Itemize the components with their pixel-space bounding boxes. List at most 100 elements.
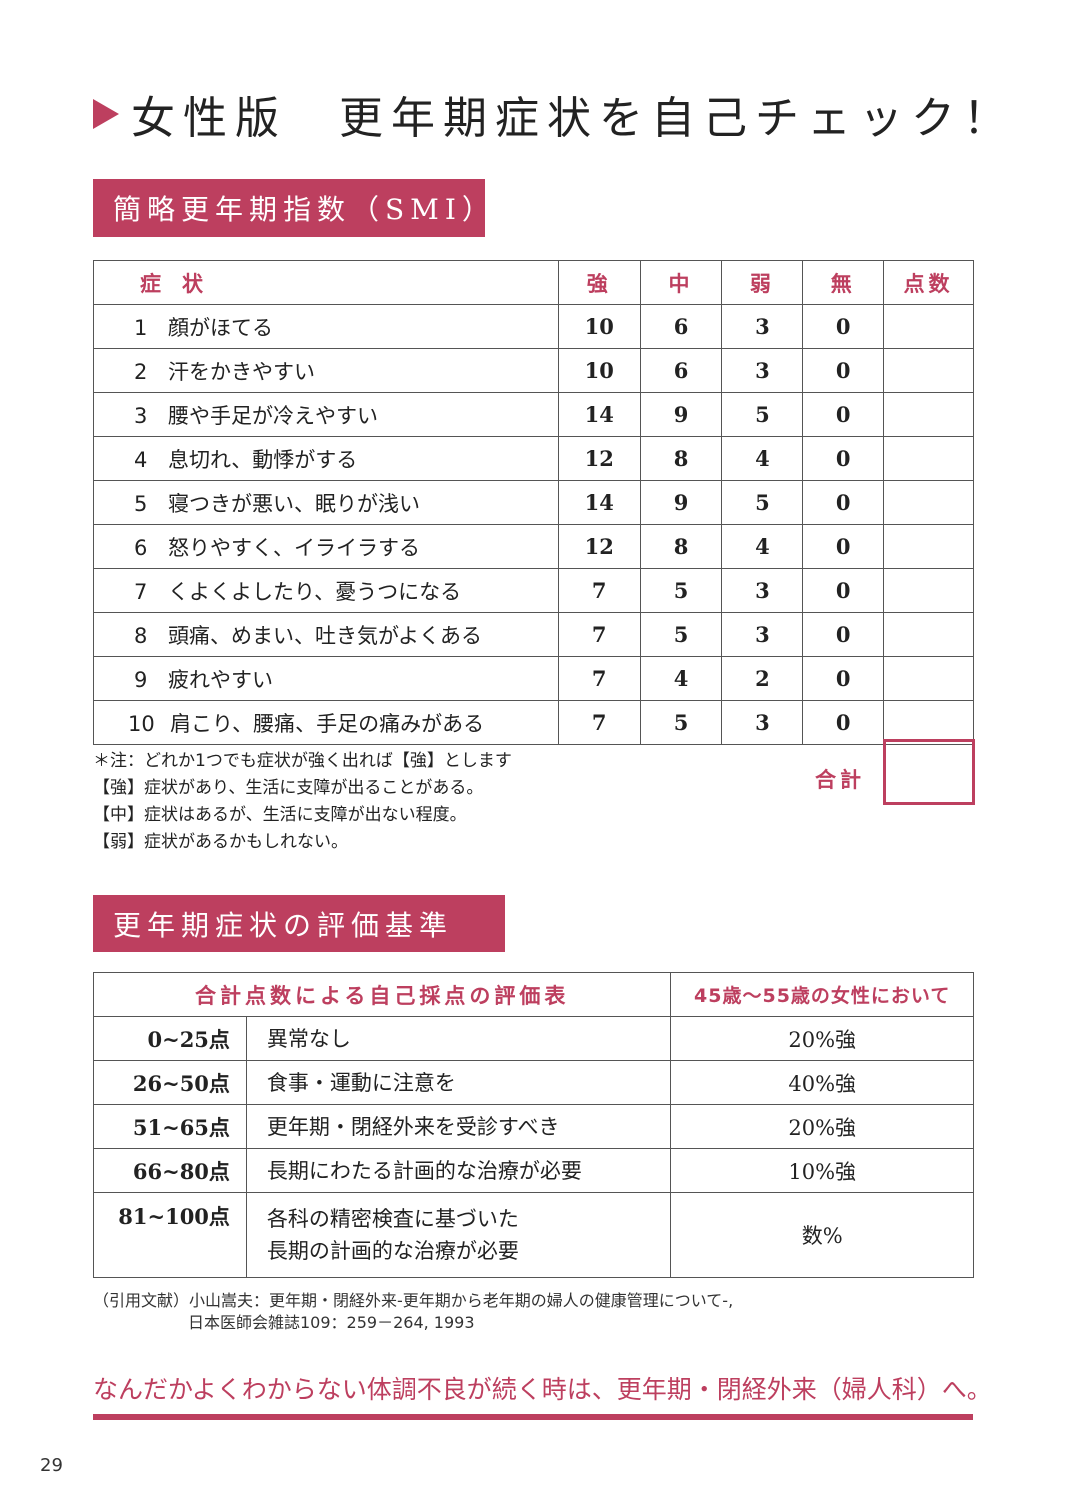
score-input-cell[interactable] bbox=[883, 480, 974, 525]
header-strong: 強 bbox=[557, 260, 641, 305]
score-strong: 12 bbox=[557, 524, 641, 569]
symptom-row: 6 怒りやすく、イライラする 12 8 4 0 bbox=[93, 524, 974, 569]
symptom-number: 8 bbox=[134, 623, 148, 648]
symptom: 6 怒りやすく、イライラする bbox=[93, 524, 559, 569]
smi-table: 症 状 強 中 弱 無 点数 1 顔がほてる 10 6 3 0 2 汗をかきやすい … bbox=[93, 260, 974, 745]
score-strong: 14 bbox=[557, 480, 641, 525]
symptom-number: 1 bbox=[134, 315, 148, 340]
score-strong: 7 bbox=[557, 568, 641, 613]
score-weak: 3 bbox=[721, 568, 804, 613]
score-none: 0 bbox=[802, 524, 885, 569]
criteria-header-row: 合計点数による自己採点の評価表 45歳〜55歳の女性において bbox=[92, 972, 974, 1017]
evaluation: 食事・運動に注意を bbox=[245, 1060, 672, 1105]
symptom-row: 1 顔がほてる 10 6 3 0 bbox=[93, 304, 974, 349]
smi-notes: ＊注：どれか1つでも症状が強く出れば【強】とします 【強】症状があり、生活に支障… bbox=[93, 748, 512, 856]
header-mid: 中 bbox=[639, 260, 723, 305]
score-strong: 14 bbox=[557, 392, 641, 437]
header-symptom: 症 状 bbox=[93, 260, 559, 305]
score-mid: 4 bbox=[639, 656, 723, 701]
symptom-label: 頭痛、めまい、吐き気がよくある bbox=[168, 623, 482, 648]
score-weak: 3 bbox=[721, 700, 804, 745]
header-age: 45歳〜55歳の女性において bbox=[670, 972, 974, 1017]
evaluation: 更年期・閉経外来を受診すべき bbox=[245, 1104, 672, 1149]
footer-rule bbox=[93, 1414, 973, 1420]
score-range: 51~65点 bbox=[93, 1104, 247, 1149]
score-mid: 5 bbox=[639, 700, 723, 745]
criteria-row: 81~100点 各科の精密検査に基づいた 長期の計画的な治療が必要 数% bbox=[93, 1192, 974, 1278]
score-weak: 5 bbox=[721, 392, 804, 437]
symptom-label: 汗をかきやすい bbox=[168, 359, 315, 384]
score-strong: 10 bbox=[557, 348, 641, 393]
page-number: 29 bbox=[40, 1455, 63, 1476]
score-mid: 9 bbox=[639, 392, 723, 437]
score-none: 0 bbox=[802, 656, 885, 701]
symptom: 4 息切れ、動悸がする bbox=[93, 436, 559, 481]
score-range: 26~50点 bbox=[93, 1060, 247, 1105]
score-mid: 9 bbox=[639, 480, 723, 525]
score-mid: 8 bbox=[639, 524, 723, 569]
score-mid: 5 bbox=[639, 568, 723, 613]
score-range: 0~25点 bbox=[93, 1016, 247, 1061]
symptom-number: 10 bbox=[128, 711, 155, 736]
score-none: 0 bbox=[802, 612, 885, 657]
header-evaluation: 合計点数による自己採点の評価表 bbox=[92, 972, 672, 1017]
score-input-cell[interactable] bbox=[883, 612, 974, 657]
score-none: 0 bbox=[802, 480, 885, 525]
symptom-label: 怒りやすく、イライラする bbox=[168, 535, 420, 560]
evaluation: 長期にわたる計画的な治療が必要 bbox=[245, 1148, 672, 1193]
symptom: 3 腰や手足が冷えやすい bbox=[93, 392, 559, 437]
symptom-number: 3 bbox=[134, 403, 148, 428]
symptom-number: 4 bbox=[134, 447, 148, 472]
score-weak: 3 bbox=[721, 304, 804, 349]
score-input-cell[interactable] bbox=[883, 568, 974, 613]
symptom-row: 8 頭痛、めまい、吐き気がよくある 7 5 3 0 bbox=[93, 612, 974, 657]
score-input-cell[interactable] bbox=[883, 348, 974, 393]
symptom: 5 寝つきが悪い、眠りが浅い bbox=[93, 480, 559, 525]
score-input-cell[interactable] bbox=[883, 524, 974, 569]
footer-message: なんだかよくわからない体調不良が続く時は、更年期・閉経外来（婦人科）へ。 bbox=[93, 1375, 992, 1404]
percentage: 40%強 bbox=[670, 1060, 974, 1105]
evaluation: 各科の精密検査に基づいた 長期の計画的な治療が必要 bbox=[245, 1192, 672, 1278]
note: 【中】症状はあるが、生活に支障が出ない程度。 bbox=[93, 805, 467, 825]
symptom: 7 くよくよしたり、憂うつになる bbox=[93, 568, 559, 613]
score-weak: 3 bbox=[721, 348, 804, 393]
score-none: 0 bbox=[802, 568, 885, 613]
score-input-cell[interactable] bbox=[883, 304, 974, 349]
criteria-row: 51~65点 更年期・閉経外来を受診すべき 20%強 bbox=[93, 1104, 974, 1149]
score-strong: 7 bbox=[557, 612, 641, 657]
note: 【弱】症状があるかもしれない。 bbox=[93, 832, 348, 852]
score-none: 0 bbox=[802, 304, 885, 349]
percentage: 10%強 bbox=[670, 1148, 974, 1193]
percentage: 20%強 bbox=[670, 1104, 974, 1149]
percentage: 20%強 bbox=[670, 1016, 974, 1061]
score-none: 0 bbox=[802, 700, 885, 745]
symptom-number: 6 bbox=[134, 535, 148, 560]
score-range: 81~100点 bbox=[93, 1192, 247, 1278]
evaluation: 異常なし bbox=[245, 1016, 672, 1061]
symptom-number: 9 bbox=[134, 667, 148, 692]
symptom: 8 頭痛、めまい、吐き気がよくある bbox=[93, 612, 559, 657]
score-strong: 7 bbox=[557, 700, 641, 745]
score-input-cell[interactable] bbox=[883, 436, 974, 481]
symptom-label: くよくよしたり、憂うつになる bbox=[168, 579, 462, 604]
page-title: 女性版 更年期症状を自己チェック！ bbox=[93, 82, 1015, 146]
score-mid: 5 bbox=[639, 612, 723, 657]
score-input-cell[interactable] bbox=[883, 392, 974, 437]
score-weak: 4 bbox=[721, 436, 804, 481]
symptom: 9 疲れやすい bbox=[93, 656, 559, 701]
total-score-box[interactable] bbox=[883, 739, 975, 805]
score-mid: 8 bbox=[639, 436, 723, 481]
score-input-cell[interactable] bbox=[883, 700, 974, 745]
criteria-row: 26~50点 食事・運動に注意を 40%強 bbox=[93, 1060, 974, 1105]
score-none: 0 bbox=[802, 436, 885, 481]
symptom-number: 2 bbox=[134, 359, 148, 384]
score-input-cell[interactable] bbox=[883, 656, 974, 701]
symptom: 10 肩こり、腰痛、手足の痛みがある bbox=[93, 700, 559, 745]
triangle-icon bbox=[93, 99, 119, 129]
symptom-row: 4 息切れ、動悸がする 12 8 4 0 bbox=[93, 436, 974, 481]
total-label: 合計 bbox=[815, 768, 865, 792]
symptom-row: 10 肩こり、腰痛、手足の痛みがある 7 5 3 0 bbox=[93, 700, 974, 745]
score-none: 0 bbox=[802, 348, 885, 393]
score-weak: 2 bbox=[721, 656, 804, 701]
note: ＊注：どれか1つでも症状が強く出れば【強】とします bbox=[93, 751, 512, 771]
